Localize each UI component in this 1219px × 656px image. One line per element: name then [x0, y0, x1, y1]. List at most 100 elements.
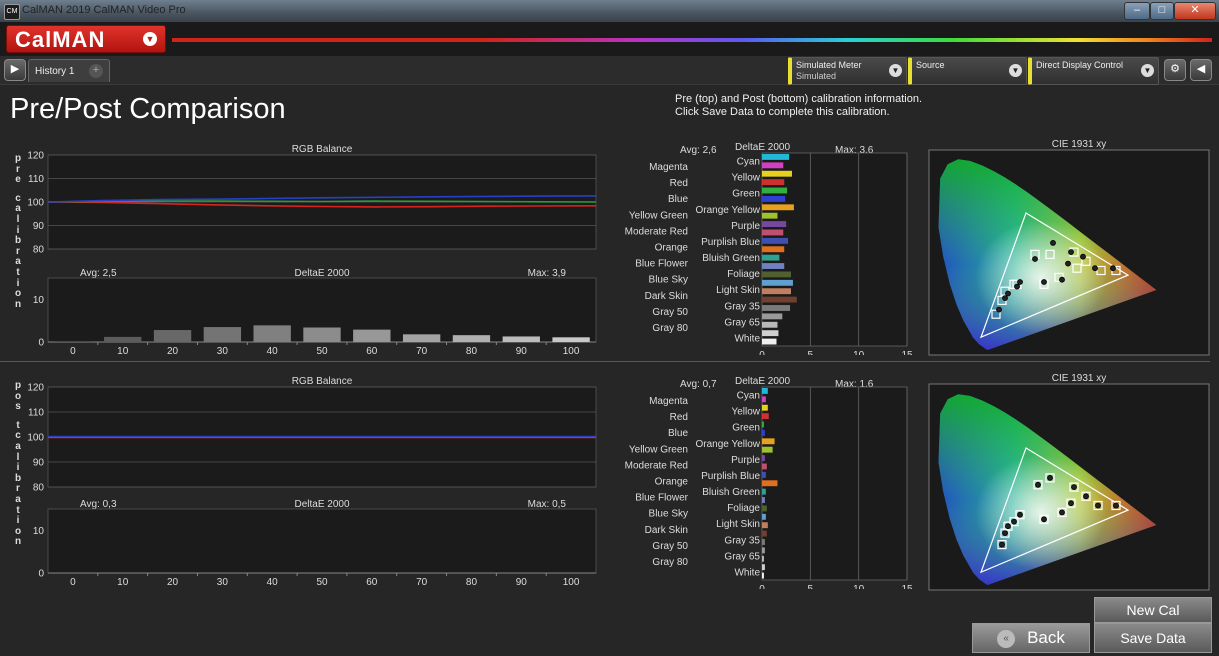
side-label-letter: o — [14, 525, 22, 537]
side-label-letter: o — [14, 390, 22, 402]
tab-label: History 1 — [35, 66, 75, 77]
row-label-right: Foliage — [727, 503, 760, 514]
calman-app-icon[interactable]: CM — [4, 4, 20, 20]
side-label-letter: l — [16, 451, 20, 463]
target-square — [1015, 510, 1025, 520]
side-label-letter: p — [14, 380, 22, 391]
row-label-left: Red — [670, 412, 688, 423]
bar — [762, 438, 775, 445]
max-label: Max: 3,6 — [835, 145, 874, 156]
row-label-left: Moderate Red — [625, 460, 688, 471]
bar — [502, 336, 540, 342]
chart-title: DeltaE 2000 — [735, 142, 790, 153]
measured-point — [1050, 240, 1056, 246]
new-cal-button[interactable]: New Cal — [1094, 597, 1212, 623]
settings-gear-button[interactable]: ⚙ — [1164, 59, 1186, 81]
bar — [762, 572, 764, 579]
plot-area — [761, 386, 908, 581]
measured-point — [1110, 265, 1116, 272]
display-control-label: Direct Display Control — [1036, 60, 1124, 70]
row-label-left: Dark Skin — [645, 291, 688, 302]
chart-title: RGB Balance — [292, 376, 353, 387]
rainbow-bar — [172, 38, 1212, 42]
avg-label: Avg: 0,3 — [80, 499, 117, 510]
pre-rgb-balance-chart: RGB Balance 80 90 100 110 120 — [28, 144, 597, 254]
target-square — [1009, 517, 1019, 527]
measured-point — [1017, 279, 1023, 285]
target-square — [1033, 480, 1043, 490]
back-label: Back — [1027, 628, 1065, 647]
bar — [762, 154, 790, 160]
chevron-down-icon: ▼ — [1009, 64, 1022, 77]
bar — [762, 330, 779, 337]
close-button[interactable]: ✕ — [1174, 2, 1216, 20]
target-square — [991, 309, 1001, 319]
row-label-right: Green — [732, 189, 760, 200]
measured-point — [1092, 265, 1098, 272]
target-square — [1066, 498, 1076, 508]
row-label-right: Purplish Blue — [701, 471, 760, 482]
bar — [104, 336, 142, 342]
side-label-letter: a — [15, 256, 21, 268]
toolbar: ▶ History 1 + Simulated Meter Simulated … — [0, 56, 1219, 85]
side-label-letter: c — [15, 192, 21, 204]
add-tab-button[interactable]: + — [89, 64, 103, 78]
window-title-bar: CM CalMAN 2019 CalMAN Video Pro – □ ✕ — [0, 0, 1219, 22]
app-header: CalMAN ▼ — [0, 22, 1219, 56]
side-label-letter: b — [14, 235, 22, 247]
back-button[interactable]: « Back — [972, 623, 1090, 653]
bar — [762, 421, 764, 428]
y-tick-label: 90 — [33, 458, 45, 469]
bar — [762, 246, 785, 253]
gamut-triangle — [979, 212, 1130, 339]
x-tick-label: 30 — [217, 346, 229, 357]
row-label-left: Magenta — [649, 162, 688, 173]
x-tick-label: 60 — [366, 577, 378, 588]
source-dropdown[interactable]: Source ▼ — [908, 57, 1027, 85]
maximize-button[interactable]: □ — [1150, 2, 1174, 20]
row-label-left: Blue — [668, 428, 688, 439]
row-label-right: Bluish Green — [702, 253, 760, 264]
x-tick-label: 100 — [563, 346, 580, 357]
display-control-dropdown[interactable]: Direct Display Control ▼ — [1028, 57, 1159, 85]
minimize-button[interactable]: – — [1124, 2, 1150, 20]
row-label-right: Gray 65 — [724, 551, 760, 562]
row-label-left: Gray 80 — [652, 323, 688, 334]
x-tick-label: 10 — [117, 577, 129, 588]
bar — [762, 404, 768, 411]
side-label-letter: c — [15, 430, 21, 442]
spectral-locus-white — [938, 394, 1157, 585]
y-tick-label: 0 — [38, 338, 44, 349]
bar — [762, 388, 768, 394]
play-button[interactable]: ▶ — [4, 59, 26, 81]
meter-value: Simulated — [796, 71, 837, 81]
bar — [762, 237, 789, 244]
side-label-letter: n — [14, 298, 22, 310]
row-label-right: Foliage — [727, 269, 760, 280]
calman-logo-menu[interactable]: CalMAN ▼ — [6, 25, 166, 53]
side-label-letter: t — [16, 504, 20, 516]
bar — [762, 555, 764, 562]
row-label-left: Orange — [655, 243, 689, 254]
measured-point — [1065, 260, 1071, 267]
bar — [762, 254, 780, 261]
row-label-left: Moderate Red — [625, 226, 688, 237]
meter-dropdown[interactable]: Simulated Meter Simulated ▼ — [788, 57, 907, 85]
post-cie-diagram: CIE 1931 xy — [928, 373, 1210, 591]
save-data-label: Save Data — [1120, 630, 1186, 646]
x-tick-label: 70 — [416, 346, 428, 357]
gamut-triangle — [979, 447, 1130, 574]
bar — [54, 341, 92, 342]
row-label-right: Orange Yellow — [696, 205, 761, 216]
target-square — [1003, 521, 1013, 531]
save-data-button[interactable]: Save Data — [1094, 623, 1212, 653]
chart-title: DeltaE 2000 — [735, 376, 790, 387]
bar — [762, 229, 784, 236]
max-label: Max: 1,6 — [835, 379, 874, 390]
collapse-arrow-button[interactable]: ◀ — [1190, 59, 1212, 81]
row-label-left: Blue Sky — [649, 509, 688, 520]
side-label-letter: i — [16, 462, 20, 474]
bar — [762, 429, 765, 436]
series-line — [47, 195, 597, 203]
tab-history-1[interactable]: History 1 + — [28, 59, 110, 82]
